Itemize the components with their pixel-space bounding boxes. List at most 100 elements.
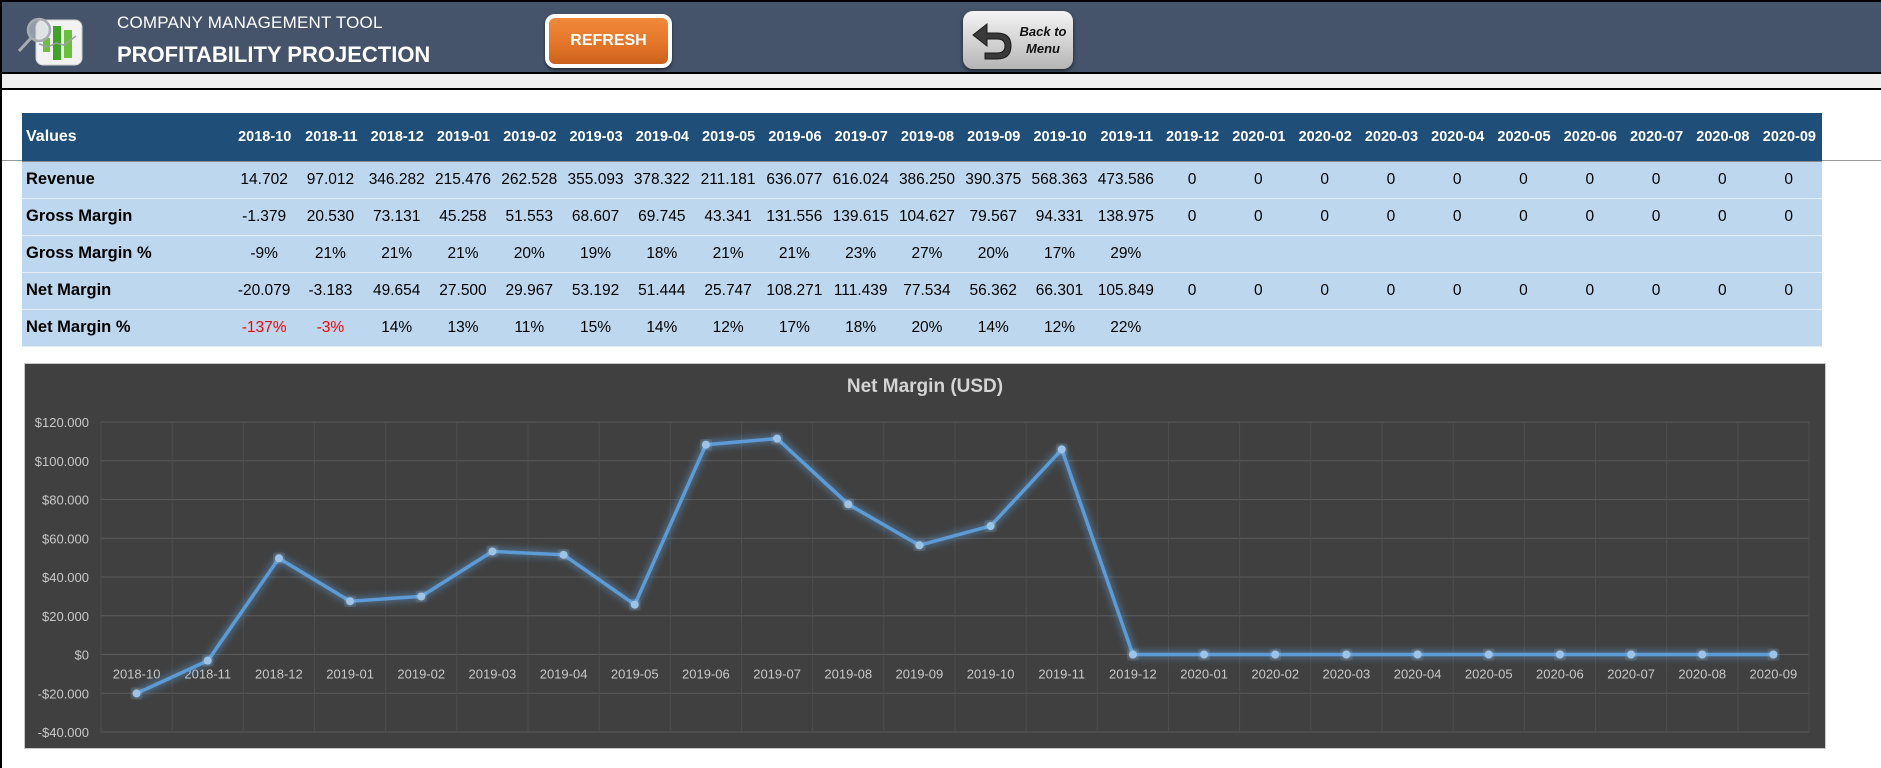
data-point — [986, 522, 995, 531]
return-arrow-icon — [972, 22, 1012, 60]
table-cell: 77.534 — [893, 272, 961, 310]
table-cell: -9% — [231, 235, 298, 273]
data-point — [488, 547, 497, 556]
table-cell: 97.012 — [297, 161, 364, 199]
table-cell: 0 — [1424, 272, 1491, 310]
table-cell — [1424, 309, 1491, 347]
table-cell: 12% — [1026, 309, 1093, 347]
row-label: Net Margin — [22, 272, 231, 310]
table-cell: 14.702 — [231, 161, 298, 199]
table-cell: 104.627 — [893, 198, 961, 236]
table-cell: 568.363 — [1026, 161, 1093, 199]
table-cell: 29% — [1092, 235, 1159, 273]
data-point — [417, 592, 426, 601]
x-tick-label: 2020-06 — [1536, 667, 1584, 682]
column-header: 2020-04 — [1424, 113, 1491, 162]
column-header: 2019-07 — [827, 113, 894, 162]
chart-plot: -$40.000 -$20.000 $0 $20.000 $40.000 $60.000 $… — [35, 415, 1810, 740]
column-header: 2020-09 — [1755, 113, 1822, 162]
table-cell: 21% — [694, 235, 762, 273]
table-cell — [1424, 235, 1491, 273]
table-cell: 73.131 — [363, 198, 430, 236]
table-cell — [1490, 309, 1557, 347]
y-tick-label: $40.000 — [42, 570, 89, 585]
table-cell: 21% — [363, 235, 430, 273]
table-row: Gross Margin % -9% 21% 21% 21% 20% 19% 18% 21% 21… — [22, 235, 1822, 273]
table-cell: 215.476 — [429, 161, 497, 199]
data-point — [1342, 650, 1351, 659]
table-cell: -1.379 — [231, 198, 298, 236]
data-point — [203, 656, 212, 665]
y-tick-label: $0 — [75, 648, 89, 663]
x-tick-label: 2020-05 — [1465, 667, 1513, 682]
header-separator-strip — [2, 74, 1881, 90]
row-label: Net Margin % — [22, 309, 231, 347]
table-cell: 0 — [1490, 272, 1557, 310]
table-cell: 69.745 — [628, 198, 695, 236]
top-banner: COMPANY MANAGEMENT TOOL PROFITABILITY PR… — [2, 0, 1881, 74]
table-cell: 355.093 — [562, 161, 629, 199]
table-cell: 0 — [1556, 198, 1623, 236]
app-subtitle: COMPANY MANAGEMENT TOOL — [117, 13, 383, 32]
table-cell: 0 — [1291, 161, 1358, 199]
table-cell: 0 — [1622, 161, 1690, 199]
x-tick-label: 2020-07 — [1607, 667, 1655, 682]
table-cell: 0 — [1291, 272, 1358, 310]
data-point — [1484, 650, 1493, 659]
table-cell: 17% — [761, 309, 828, 347]
x-tick-label: 2019-01 — [326, 667, 374, 682]
table-cell: -137% — [231, 309, 298, 347]
table-cell — [1158, 235, 1226, 273]
y-tick-label: -$20.000 — [38, 686, 89, 701]
table-cell: 79.567 — [960, 198, 1027, 236]
net-margin-line — [135, 436, 1774, 695]
table-cell: 20% — [496, 235, 563, 273]
column-header: 2018-12 — [363, 113, 430, 162]
table-cell: 0 — [1622, 198, 1690, 236]
y-tick-label: $20.000 — [42, 609, 89, 624]
table-cell — [1755, 309, 1822, 347]
column-header: 2019-02 — [496, 113, 563, 162]
table-cell: 111.439 — [827, 272, 894, 310]
column-header: 2019-11 — [1092, 113, 1159, 162]
table-cell: 108.271 — [761, 272, 828, 310]
table-row: Net Margin % -137% -3% 14% 13% 11% 15% 14% 12% 17… — [22, 309, 1822, 347]
table-cell: 0 — [1291, 198, 1358, 236]
data-point — [1413, 650, 1422, 659]
table-cell: 51.553 — [496, 198, 563, 236]
table-cell: 0 — [1755, 161, 1822, 199]
back-to-menu-button[interactable]: Back to Menu — [963, 11, 1073, 69]
table-cell: 22% — [1092, 309, 1159, 347]
table-cell: 19% — [562, 235, 629, 273]
column-header-values: Values — [22, 113, 231, 162]
table-cell — [1622, 309, 1690, 347]
table-row: Revenue 14.702 97.012 346.282 215.476 262.528… — [22, 161, 1822, 199]
chart-magnifier-logo-icon — [17, 17, 83, 66]
x-tick-label: 2020-01 — [1180, 667, 1228, 682]
x-tick-label: 2018-12 — [255, 667, 303, 682]
page-title: PROFITABILITY PROJECTION — [117, 42, 431, 67]
data-point — [1128, 650, 1137, 659]
column-header: 2019-12 — [1158, 113, 1226, 162]
table-cell: 12% — [694, 309, 762, 347]
table-cell: -20.079 — [231, 272, 298, 310]
table-cell — [1689, 235, 1756, 273]
table-cell: 18% — [628, 235, 695, 273]
x-tick-label: 2020-04 — [1394, 667, 1442, 682]
table-cell: 0 — [1158, 272, 1226, 310]
table-cell: 0 — [1689, 198, 1756, 236]
table-cell: 0 — [1424, 161, 1491, 199]
table-cell: 27.500 — [429, 272, 497, 310]
table-cell: 14% — [960, 309, 1027, 347]
table-cell — [1490, 235, 1557, 273]
column-header: 2019-09 — [960, 113, 1027, 162]
column-header: 2018-11 — [297, 113, 364, 162]
column-header: 2019-01 — [429, 113, 497, 162]
data-point — [132, 689, 141, 698]
table-cell: 14% — [363, 309, 430, 347]
table-cell: 0 — [1158, 161, 1226, 199]
profitability-table: Values 2018-10 2018-11 2018-12 2019-01 2019-… — [22, 113, 1822, 347]
data-point — [915, 541, 924, 550]
table-cell: 66.301 — [1026, 272, 1093, 310]
refresh-button[interactable]: REFRESH — [545, 14, 672, 68]
